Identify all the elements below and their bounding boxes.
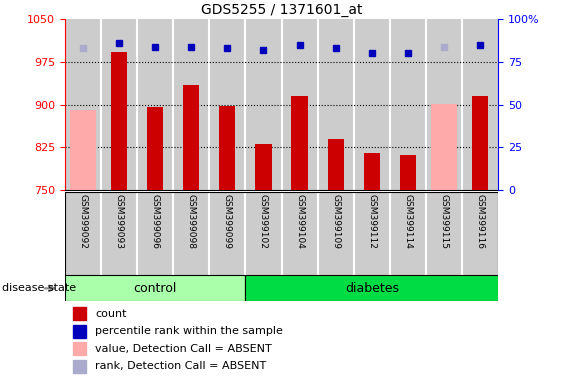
Bar <box>426 192 462 275</box>
Bar <box>73 325 86 338</box>
Text: GSM399102: GSM399102 <box>259 194 268 249</box>
Bar <box>70 110 96 190</box>
Text: diabetes: diabetes <box>345 282 399 295</box>
Bar <box>209 192 245 275</box>
Bar <box>65 275 245 301</box>
Bar <box>318 192 354 275</box>
Bar <box>173 19 209 190</box>
Bar <box>245 275 498 301</box>
Bar <box>73 360 86 373</box>
Text: GSM399104: GSM399104 <box>295 194 304 249</box>
Text: GSM399116: GSM399116 <box>476 194 485 250</box>
Title: GDS5255 / 1371601_at: GDS5255 / 1371601_at <box>201 3 362 17</box>
Bar <box>400 155 416 190</box>
Text: GSM399092: GSM399092 <box>78 194 87 249</box>
Text: percentile rank within the sample: percentile rank within the sample <box>95 326 283 336</box>
Bar <box>147 107 163 190</box>
Bar <box>101 192 137 275</box>
Bar <box>219 106 235 190</box>
Bar <box>462 19 498 190</box>
Bar <box>111 52 127 190</box>
Bar <box>472 96 488 190</box>
Bar <box>364 153 380 190</box>
Text: GSM399098: GSM399098 <box>187 194 196 250</box>
Bar <box>183 85 199 190</box>
Bar <box>65 192 101 275</box>
Bar <box>245 19 282 190</box>
Text: GSM399099: GSM399099 <box>223 194 232 250</box>
Text: rank, Detection Call = ABSENT: rank, Detection Call = ABSENT <box>95 361 266 371</box>
Bar <box>101 19 137 190</box>
Bar <box>318 19 354 190</box>
Text: GSM399114: GSM399114 <box>404 194 413 249</box>
Bar <box>65 19 101 190</box>
Bar <box>292 96 308 190</box>
Bar <box>209 19 245 190</box>
Bar <box>255 144 271 190</box>
Bar <box>137 19 173 190</box>
Text: value, Detection Call = ABSENT: value, Detection Call = ABSENT <box>95 344 272 354</box>
Bar <box>173 192 209 275</box>
Bar <box>354 19 390 190</box>
Bar <box>282 192 318 275</box>
Bar <box>328 139 344 190</box>
Text: GSM399112: GSM399112 <box>367 194 376 249</box>
Text: GSM399109: GSM399109 <box>331 194 340 250</box>
Bar <box>462 192 498 275</box>
Bar <box>431 104 457 190</box>
Text: control: control <box>133 282 177 295</box>
Text: GSM399093: GSM399093 <box>114 194 123 250</box>
Bar <box>390 192 426 275</box>
Text: GSM399096: GSM399096 <box>150 194 159 250</box>
Text: count: count <box>95 309 127 319</box>
Bar <box>390 19 426 190</box>
Text: disease state: disease state <box>2 283 76 293</box>
Text: GSM399115: GSM399115 <box>440 194 449 250</box>
Bar <box>137 192 173 275</box>
Bar <box>282 19 318 190</box>
Bar <box>73 307 86 320</box>
Bar <box>73 342 86 355</box>
Bar <box>245 192 282 275</box>
Bar <box>354 192 390 275</box>
Bar <box>426 19 462 190</box>
